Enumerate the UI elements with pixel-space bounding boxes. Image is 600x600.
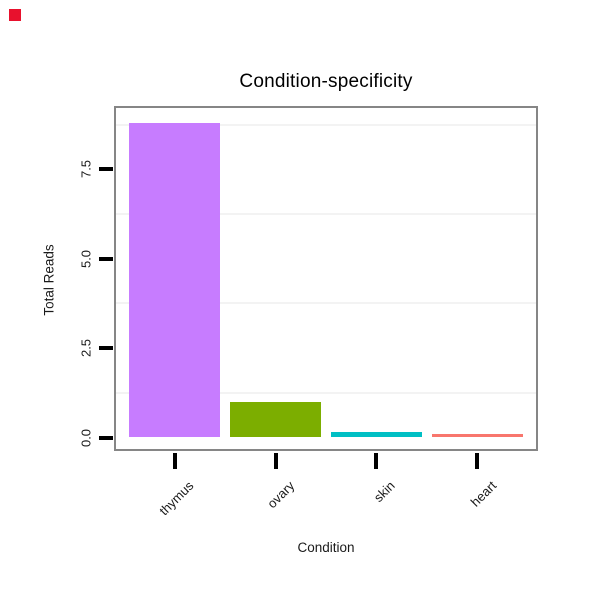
minor-gridline xyxy=(114,391,538,394)
y-tick xyxy=(99,167,113,172)
x-tick-label-skin: skin xyxy=(371,478,399,505)
chart-title: Condition-specificity xyxy=(239,71,413,92)
y-tick-label: 0.0 xyxy=(78,428,94,447)
y-tick-label: 5.0 xyxy=(78,249,94,268)
y-tick-label: 7.5 xyxy=(78,160,94,179)
x-tick xyxy=(475,453,480,469)
bar-thymus xyxy=(129,122,221,438)
minor-gridline xyxy=(114,212,538,215)
x-tick-label-heart: heart xyxy=(467,478,500,510)
y-tick-label: 2.5 xyxy=(78,339,94,358)
bar-skin xyxy=(330,432,422,438)
minor-gridline xyxy=(114,302,538,305)
bar-ovary xyxy=(230,401,322,438)
bar-heart xyxy=(431,433,523,438)
y-axis-title: Total Reads xyxy=(41,244,57,316)
x-axis-title: Condition xyxy=(297,540,355,555)
recording-indicator-icon xyxy=(9,9,21,21)
x-tick-label-ovary: ovary xyxy=(264,478,298,512)
y-tick xyxy=(99,256,113,261)
minor-gridline xyxy=(114,123,538,126)
x-tick xyxy=(273,453,278,469)
y-tick xyxy=(99,435,113,440)
x-tick xyxy=(172,453,177,469)
x-tick xyxy=(374,453,379,469)
x-tick-label-thymus: thymus xyxy=(155,478,197,519)
y-tick xyxy=(99,346,113,351)
plot-panel xyxy=(114,106,538,451)
